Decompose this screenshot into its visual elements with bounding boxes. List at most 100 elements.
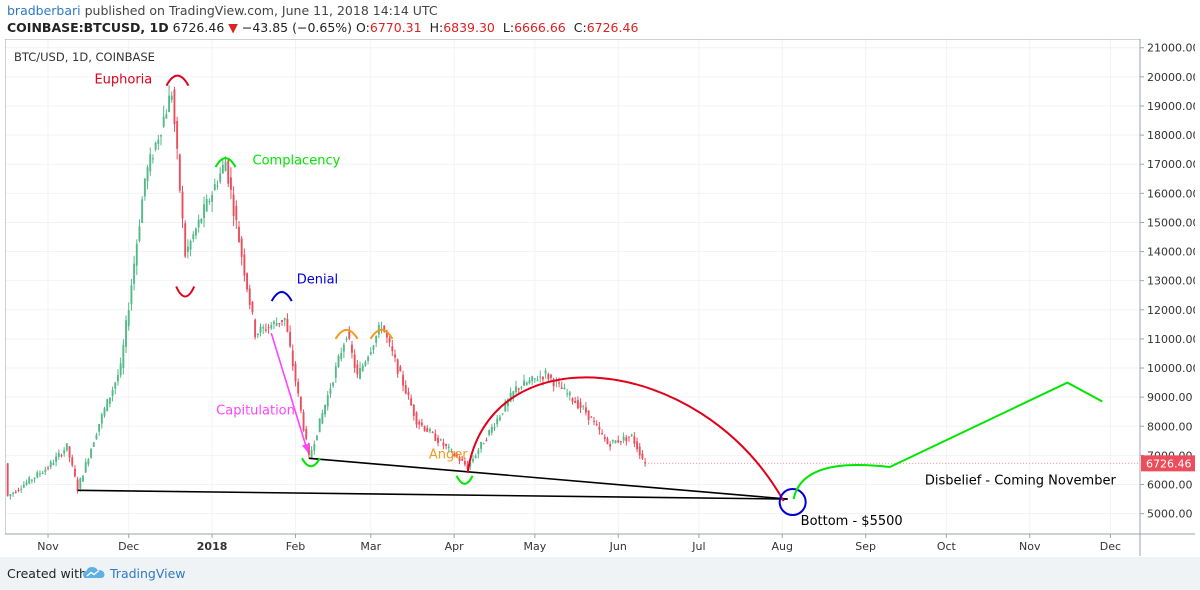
candle-body: [30, 479, 33, 481]
candle-body: [434, 433, 437, 441]
candle-body: [329, 388, 332, 394]
price-tick-label: 5000.00: [1147, 508, 1193, 521]
price-chart[interactable]: Euphoria Complacency Denial Capitulation Ang…: [5, 39, 1195, 556]
candle-body: [262, 327, 265, 329]
candle-body: [609, 443, 612, 447]
time-axis[interactable]: Nov Dec 2018 Feb Mar Apr May Jun Jul Aug Sep Oct Nov…: [37, 534, 1121, 553]
candle-body: [367, 357, 370, 361]
candle-body: [235, 205, 238, 220]
publish-info: bradberbari published on TradingView.com…: [7, 3, 438, 18]
candle-body: [340, 353, 343, 360]
candle-body: [73, 468, 76, 477]
candle-body: [170, 95, 173, 100]
candle-body: [267, 327, 270, 329]
time-tick-label: Sep: [855, 540, 876, 553]
candle-body: [582, 406, 585, 408]
candle-body: [458, 458, 461, 462]
candle-body: [12, 492, 15, 494]
candle-body: [138, 226, 141, 241]
candle-body: [84, 462, 87, 473]
tradingview-link[interactable]: TradingView: [110, 566, 186, 581]
price-axis[interactable]: 21000.00 20000.00 19000.00 18000.00 17000.00…: [1140, 42, 1195, 521]
candle-body: [523, 380, 526, 386]
candle-body: [291, 350, 294, 367]
disbelief-label: Disbelief - Coming November: [925, 474, 1117, 489]
open-label: O:: [356, 20, 370, 35]
candle-body: [162, 116, 165, 127]
close-value: 6726.46: [586, 20, 639, 35]
candle-body: [579, 402, 582, 408]
candle-body: [442, 442, 445, 446]
candle-body: [550, 374, 552, 378]
candle-body: [41, 472, 44, 474]
low-arc-apr: [455, 475, 474, 485]
candle-body: [587, 410, 590, 420]
price-tick-label: 20000.00: [1147, 71, 1195, 84]
candle-body: [617, 440, 620, 443]
ohlc-bar: COINBASE:BTCUSD, 1D 6726.46 ▼ −43.85 (−0…: [7, 20, 642, 35]
candle-body: [165, 114, 168, 119]
trendline: [308, 457, 788, 500]
candle-body: [415, 412, 418, 425]
price-tick-label: 14000.00: [1147, 246, 1195, 259]
candle-body: [439, 439, 442, 441]
candle-body: [558, 382, 560, 384]
candle-body: [114, 382, 117, 389]
candle-body: [200, 218, 203, 223]
capitulation-arrow: [270, 332, 309, 453]
candle-body: [585, 407, 587, 413]
chart-header: bradberbari published on TradingView.com…: [0, 0, 1200, 38]
candle-body: [614, 440, 617, 444]
author-link[interactable]: bradberbari: [7, 3, 81, 18]
low-label: L:: [502, 20, 515, 35]
candle-body: [351, 344, 353, 353]
candle-body: [100, 414, 103, 424]
candle-body: [455, 453, 458, 457]
candle-body: [302, 412, 305, 431]
grid: [5, 39, 1140, 534]
candle-body: [87, 459, 90, 465]
candle-body: [57, 452, 60, 457]
candle-body: [396, 359, 399, 374]
candle-body: [44, 469, 47, 473]
time-tick-label: Mar: [360, 540, 381, 553]
candle-body: [431, 432, 434, 434]
candle-body: [321, 413, 324, 424]
candle-body: [127, 310, 130, 327]
candle-body: [334, 366, 337, 378]
price-tick-label: 12000.00: [1147, 304, 1195, 317]
candle-body: [353, 354, 356, 368]
candle-body: [420, 422, 423, 426]
candle-body: [146, 167, 149, 182]
candle-body: [482, 443, 485, 445]
price-tick-label: 9000.00: [1147, 391, 1193, 404]
trendline: [77, 489, 788, 500]
candle-body: [504, 401, 507, 412]
candle-body: [251, 301, 254, 313]
candle-body: [316, 435, 318, 440]
anger-label: Anger: [429, 447, 468, 462]
candle-body: [283, 317, 286, 321]
open-value: 6770.31: [369, 20, 422, 35]
candle-body: [211, 194, 214, 202]
candle-body: [488, 430, 491, 435]
price-tick-label: 15000.00: [1147, 216, 1195, 229]
candle-body: [477, 450, 480, 454]
candle-body: [68, 446, 71, 458]
down-arrow-icon: ▼: [228, 20, 238, 35]
price-tick-label: 16000.00: [1147, 187, 1195, 200]
candle-body: [160, 135, 162, 137]
candle-body: [119, 363, 122, 376]
bottom-label: Bottom - $5500: [801, 514, 903, 529]
capitulation-arrowhead: [301, 443, 310, 453]
candle-body: [555, 380, 558, 382]
candle-body: [437, 437, 439, 444]
candle-body: [326, 395, 329, 407]
candle-body: [560, 387, 563, 389]
candle-body: [622, 436, 625, 441]
candle-body: [313, 444, 316, 451]
candle-body: [82, 475, 84, 482]
candle-body: [345, 338, 348, 340]
candle-body: [394, 354, 396, 358]
candle-body: [383, 325, 386, 332]
